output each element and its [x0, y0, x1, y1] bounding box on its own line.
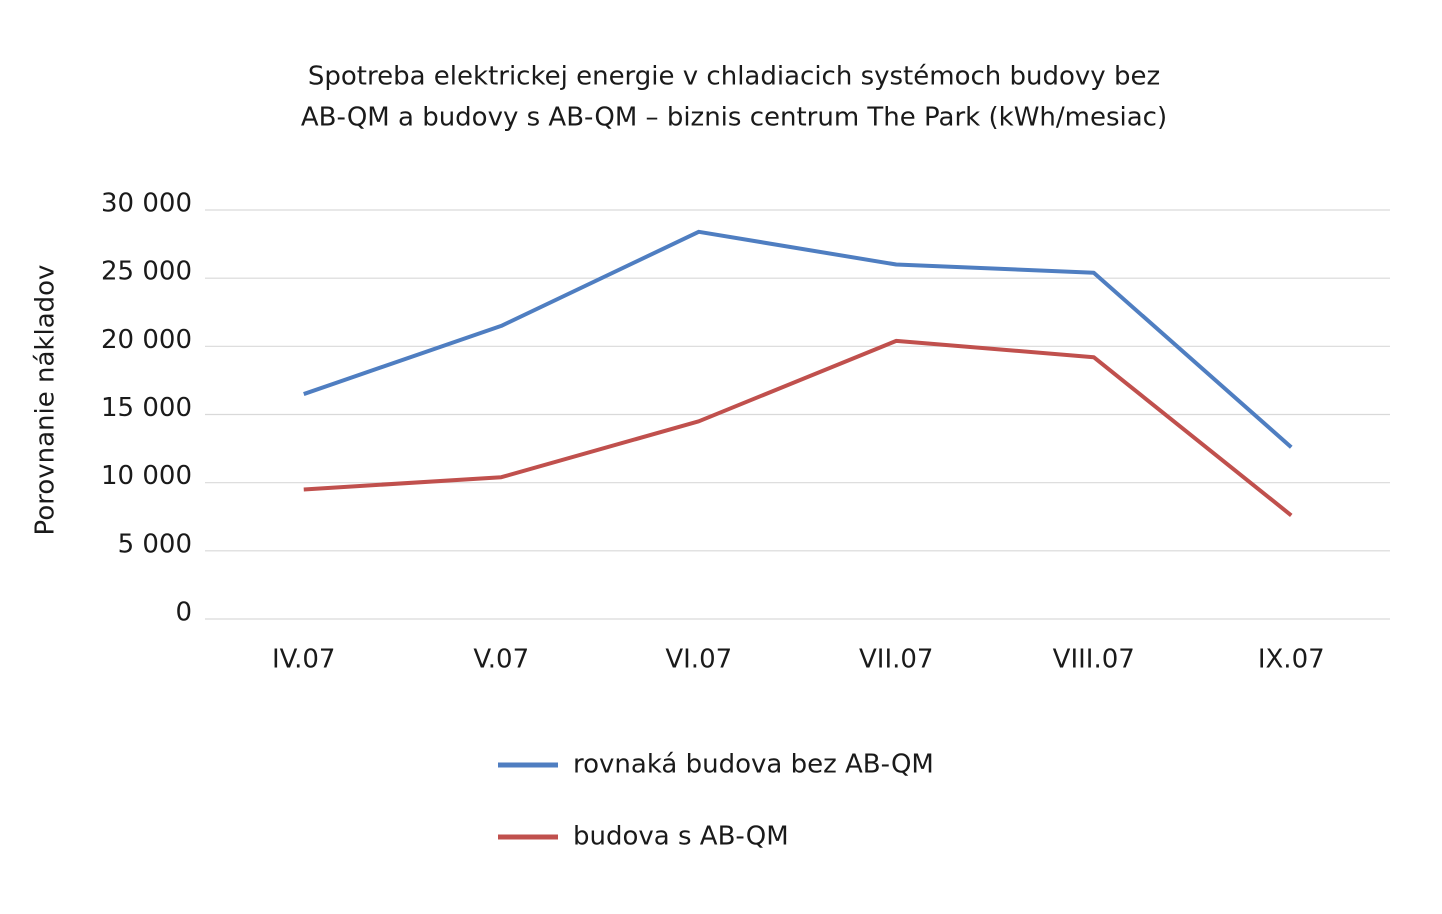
- y-tick-label: 25 000: [101, 257, 192, 287]
- y-tick-label: 15 000: [101, 393, 192, 423]
- chart-title: Spotreba elektrickej energie v chladiaci…: [308, 62, 1160, 92]
- x-tick-label: VIII.07: [1053, 645, 1135, 675]
- x-tick-label: IV.07: [272, 645, 335, 675]
- y-axis-label: Porovnanie nákladov: [31, 265, 61, 536]
- x-tick-label: IX.07: [1258, 645, 1325, 675]
- x-tick-label: VI.07: [665, 645, 732, 675]
- chart-title: AB-QM a budovy s AB-QM – biznis centrum …: [301, 103, 1167, 133]
- y-tick-label: 20 000: [101, 325, 192, 355]
- x-tick-label: V.07: [473, 645, 529, 675]
- y-tick-label: 5 000: [118, 529, 192, 559]
- y-tick-label: 30 000: [101, 189, 192, 219]
- x-tick-label: VII.07: [859, 645, 933, 675]
- y-tick-label: 10 000: [101, 461, 192, 491]
- legend-label: budova s AB-QM: [573, 822, 789, 852]
- data-line: [303, 229, 1293, 449]
- y-tick-label: 0: [175, 598, 192, 628]
- data-line: [303, 338, 1293, 517]
- legend-label: rovnaká budova bez AB-QM: [573, 750, 934, 780]
